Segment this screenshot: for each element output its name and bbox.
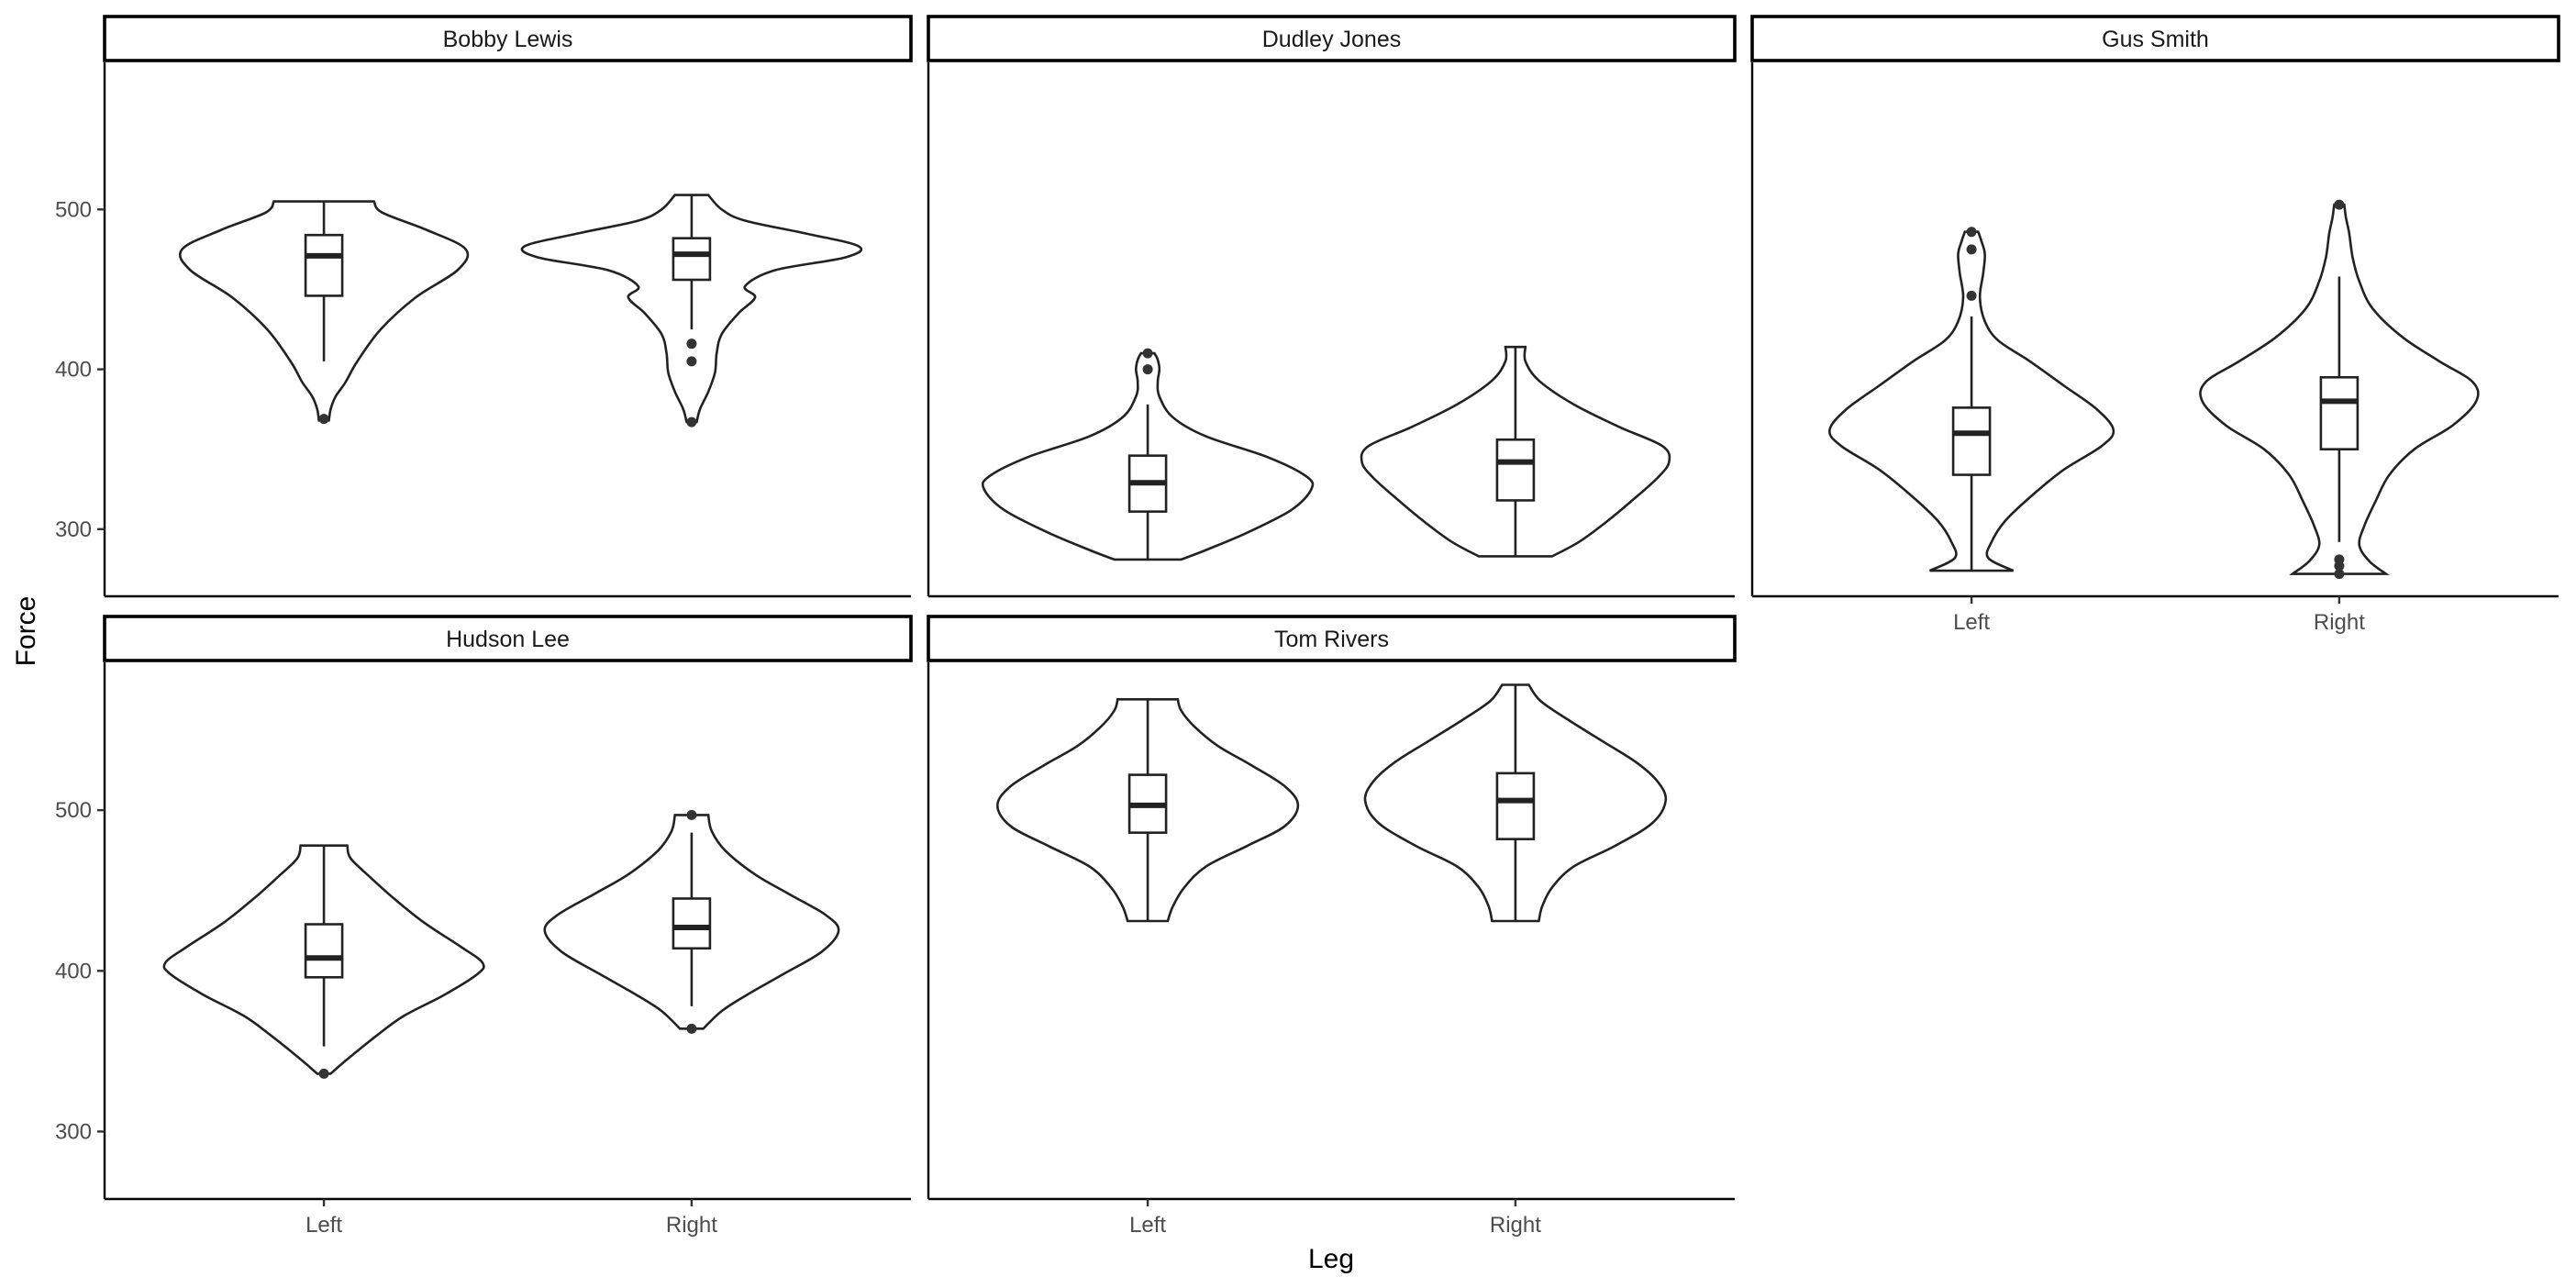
iqr-box	[672, 237, 712, 282]
outlier-point	[318, 1068, 329, 1079]
outlier-point	[1966, 244, 1977, 255]
facet-strip	[103, 615, 913, 662]
facet-panel: Hudson Lee 300 400 500 Left Right	[55, 615, 913, 1238]
facet-strip	[927, 15, 1737, 62]
outlier-point	[686, 339, 697, 350]
facet-panel: Dudley Jones	[927, 15, 1737, 598]
outlier-point	[1966, 290, 1977, 301]
outlier-point	[1142, 348, 1153, 359]
facet-strip	[103, 15, 913, 62]
y-tick-label: 300	[55, 517, 92, 542]
facet-panel: Bobby Lewis 300 400 500	[55, 15, 913, 598]
x-tick-label: Right	[1490, 1213, 1541, 1238]
iqr-box	[2319, 375, 2359, 450]
outlier-point	[318, 414, 329, 425]
outlier-point	[686, 1023, 697, 1034]
x-tick-label: Left	[1129, 1213, 1166, 1238]
facet-strip	[1750, 15, 2560, 62]
y-axis-title: Force	[11, 596, 41, 667]
outlier-point	[1142, 364, 1153, 375]
iqr-box	[304, 923, 344, 979]
x-tick-label: Right	[666, 1213, 717, 1238]
outlier-point	[686, 416, 697, 427]
outlier-point	[1966, 227, 1977, 238]
outlier-point	[686, 356, 697, 367]
x-axis-title: Leg	[1308, 1244, 1354, 1274]
facet-panel: Gus Smith Left Right	[1750, 15, 2560, 635]
iqr-box	[1951, 406, 1992, 476]
iqr-box	[672, 897, 712, 950]
facet-panel: Tom Rivers Left Right	[927, 615, 1737, 1238]
outlier-point	[2334, 554, 2345, 565]
facet-title: Dudley Jones	[1262, 27, 1401, 52]
facet-strip	[927, 615, 1737, 662]
y-tick-label: 500	[55, 197, 92, 222]
iqr-box	[304, 233, 344, 297]
x-tick-label: Left	[1953, 610, 1990, 635]
facet-title: Tom Rivers	[1274, 627, 1389, 652]
y-tick-label: 400	[55, 959, 92, 983]
facet-title: Hudson Lee	[446, 627, 570, 652]
facet-title: Bobby Lewis	[443, 27, 573, 52]
y-tick-label: 300	[55, 1119, 92, 1144]
y-tick-label: 500	[55, 798, 92, 823]
outlier-point	[2334, 199, 2345, 210]
y-tick-label: 400	[55, 358, 92, 383]
outlier-point	[2334, 569, 2345, 580]
x-tick-label: Right	[2314, 610, 2365, 635]
iqr-box	[1495, 772, 1536, 840]
iqr-box	[1495, 438, 1536, 502]
facet-title: Gus Smith	[2102, 27, 2209, 52]
outlier-point	[686, 809, 697, 820]
x-tick-label: Left	[305, 1213, 342, 1238]
